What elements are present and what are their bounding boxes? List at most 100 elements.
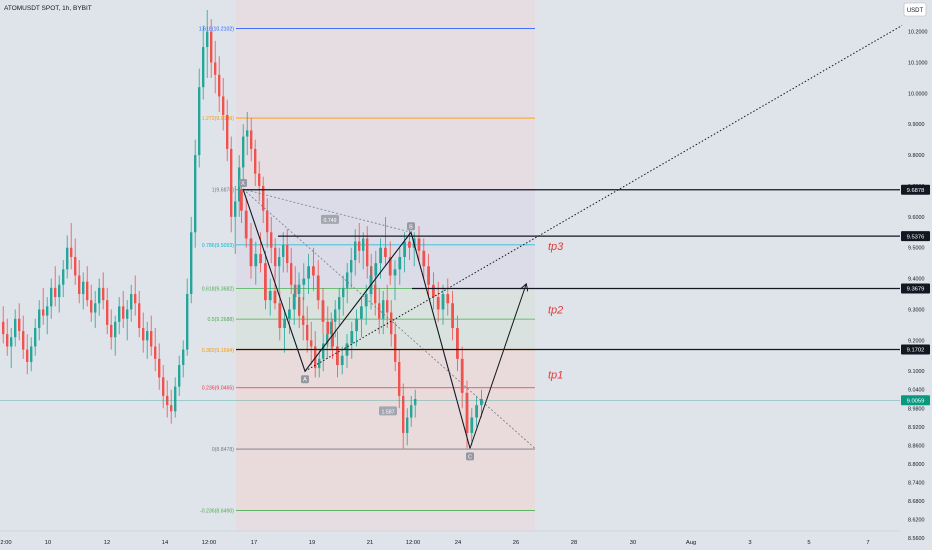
- candle-body: [403, 241, 406, 257]
- candle-body: [2, 321, 5, 335]
- candle-body: [350, 260, 353, 273]
- time-tick-label: 2:00: [0, 540, 11, 546]
- pattern-point-marker: [301, 375, 309, 384]
- candle-body: [360, 306, 363, 319]
- candle-body: [38, 309, 41, 328]
- target-price-label: 9.3679: [907, 287, 925, 293]
- candle-body: [338, 297, 341, 310]
- candle-body: [234, 201, 237, 217]
- candle-body: [322, 343, 325, 359]
- pattern-point-label: X: [241, 181, 245, 187]
- horizontal-lines: 9.6878 9.5376 9.3679 9.1702 9.0059 tp3 tp2 tp1: [0, 184, 930, 406]
- fib-level-label: 1.618(10.2102): [199, 26, 234, 32]
- time-tick-label: 5: [807, 540, 810, 546]
- candle-body: [362, 238, 365, 251]
- target-price-tag: [901, 231, 930, 242]
- candle-body: [190, 232, 193, 295]
- candle-body: [26, 349, 29, 362]
- price-tick-label: 9.4000: [908, 277, 925, 283]
- candle-body: [331, 334, 334, 347]
- candle-body: [202, 47, 205, 88]
- candle-body: [374, 284, 377, 304]
- candle-body: [78, 275, 81, 295]
- ratio-label: 0.749: [324, 218, 337, 224]
- candle-body: [146, 331, 149, 341]
- fib-zone-band: [236, 349, 535, 511]
- price-tick-label: 9.3000: [908, 307, 925, 313]
- candle-body: [250, 130, 253, 149]
- candle-body: [310, 340, 313, 347]
- candle-body: [102, 287, 105, 301]
- candle-body: [264, 263, 267, 301]
- price-tick-label: 9.2000: [908, 338, 925, 344]
- price-tick-label: 9.1000: [908, 369, 925, 375]
- candle-body: [350, 331, 354, 344]
- time-tick-label: 19: [309, 540, 315, 546]
- price-tick-label: 8.6800: [908, 499, 925, 505]
- candle-body: [98, 287, 101, 304]
- candle-body: [390, 312, 393, 335]
- candle-body: [206, 31, 209, 48]
- current-price-tag: [901, 395, 930, 406]
- candle-body: [130, 294, 133, 310]
- candle-body: [6, 334, 9, 347]
- pattern-ratio-line: [242, 188, 412, 233]
- candle-body: [340, 355, 344, 366]
- candle-body: [162, 377, 165, 396]
- candle-body: [446, 294, 450, 304]
- candle-body: [290, 263, 293, 285]
- candle-body: [254, 253, 258, 267]
- price-tick-label: 9.6000: [908, 215, 925, 221]
- fib-level-label: 0.618(9.3682): [202, 286, 235, 292]
- candle-body: [266, 210, 269, 233]
- candle-body: [14, 318, 17, 338]
- candle-body: [342, 287, 345, 298]
- candle-body: [278, 256, 281, 267]
- time-tick-label: 17: [251, 540, 257, 546]
- candle-body: [288, 309, 291, 319]
- candle-body: [222, 96, 225, 115]
- candle-body: [94, 303, 97, 313]
- candle-body: [126, 309, 129, 319]
- currency-button[interactable]: USDT: [907, 8, 924, 14]
- pattern-point-label: A: [303, 377, 307, 383]
- fib-level-label: 1(9.6878): [212, 188, 234, 194]
- candle-body: [460, 358, 464, 393]
- candle-body: [402, 395, 405, 433]
- time-tick-label: 12:00: [202, 540, 217, 546]
- candle-body: [422, 250, 426, 267]
- candle-body: [294, 284, 297, 298]
- candle-body: [355, 318, 358, 332]
- time-tick-label: 10: [45, 540, 51, 546]
- candle-body: [312, 266, 315, 276]
- current-price-label: 9.0059: [907, 398, 925, 404]
- candle-body: [354, 241, 357, 261]
- price-tick-label: 10.2000: [908, 30, 928, 36]
- fib-level-label: 0.236(9.0465): [202, 386, 235, 392]
- candle-body: [22, 331, 25, 350]
- target-price-label: 9.5376: [907, 234, 925, 240]
- fib-level-label: 0.5(9.2688): [207, 317, 234, 323]
- candle-body: [249, 238, 253, 267]
- price-tick-label: 10.0000: [908, 91, 928, 97]
- fib-level-label: 0.382(9.1694): [202, 348, 235, 354]
- candle-body: [10, 337, 13, 347]
- pattern-point-label: B: [409, 224, 413, 230]
- candle-body: [106, 300, 109, 325]
- candle-body: [186, 294, 189, 350]
- candle-body: [270, 232, 273, 248]
- candle-body: [122, 306, 125, 319]
- candle-body: [318, 358, 321, 369]
- candle-body: [386, 300, 389, 313]
- candle-body: [393, 269, 397, 276]
- candle-body: [326, 321, 330, 335]
- candle-body: [366, 238, 369, 267]
- pattern-ratio-line: [242, 188, 536, 449]
- candle-body: [70, 247, 73, 257]
- candle-body: [66, 247, 69, 270]
- price-tick-label: 9.9000: [908, 122, 925, 128]
- candle-body: [408, 241, 411, 248]
- candle-body: [414, 398, 417, 406]
- currency-button-box[interactable]: [903, 2, 927, 17]
